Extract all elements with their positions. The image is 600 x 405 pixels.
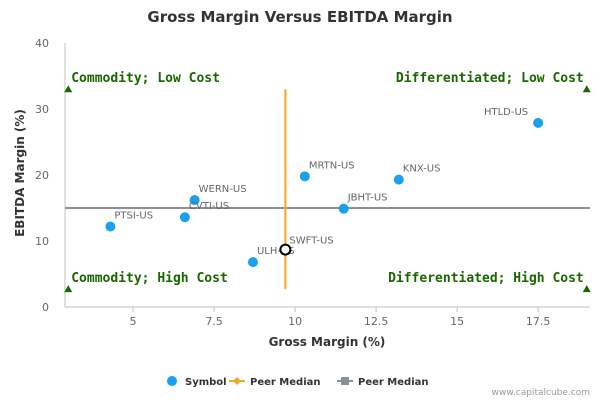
quadrant-label: Commodity; High Cost: [71, 271, 228, 286]
quadrant-triangle-icon: [64, 285, 73, 293]
data-point: [179, 212, 190, 223]
data-point-label: MRTN-US: [309, 160, 355, 171]
y-tick-label: 20: [35, 169, 49, 182]
data-point: [189, 195, 200, 206]
legend-label: Peer Median: [250, 377, 321, 388]
y-tick-label: 30: [35, 103, 49, 116]
y-tick-label: 0: [42, 301, 49, 314]
data-point: [105, 221, 116, 232]
data-point-label: ULH-US: [257, 246, 295, 257]
data-point: [533, 117, 544, 128]
chart-title: Gross Margin Versus EBITDA Margin: [147, 8, 452, 26]
data-point: [338, 203, 349, 214]
highlight-point: [279, 243, 292, 256]
legend: Symbol Peer Median Peer Median: [167, 376, 429, 388]
data-point-label: PTSI-US: [114, 210, 153, 221]
data-point-label: CVTI-US: [189, 201, 229, 212]
quadrant-label: Differentiated; High Cost: [388, 271, 584, 286]
data-point: [299, 171, 310, 182]
y-tick-label: 10: [35, 235, 49, 248]
x-tick-label: 5: [130, 315, 137, 328]
y-axis-title: EBITDA Margin (%): [13, 109, 27, 237]
plot-area: 0 10 20 30 40 5 7.5 10 12.5 15 17.5 Commodity; Low …: [35, 37, 591, 328]
credit-text: www.capitalcube.com: [492, 388, 590, 398]
x-tick-label: 12.5: [364, 315, 389, 328]
x-tick-label: 15: [450, 315, 464, 328]
legend-circle-icon: [167, 376, 177, 386]
legend-label: Symbol: [185, 377, 227, 388]
data-point: [247, 257, 258, 268]
quadrant-label: Differentiated; Low Cost: [396, 71, 584, 86]
data-point-label: KNX-US: [403, 164, 441, 175]
data-point-label: JBHT-US: [347, 193, 388, 204]
data-point-label: WERN-US: [199, 184, 247, 195]
legend-diamond-icon: [233, 377, 241, 385]
x-tick-label: 7.5: [205, 315, 223, 328]
legend-label: Peer Median: [358, 377, 429, 388]
x-tick-label: 17.5: [526, 315, 551, 328]
quadrant-label: Commodity; Low Cost: [71, 71, 220, 86]
y-tick-label: 40: [35, 37, 49, 50]
x-tick-label: 10: [288, 315, 302, 328]
quadrant-triangle-icon: [582, 285, 591, 293]
x-axis-title: Gross Margin (%): [269, 335, 386, 349]
legend-square-icon: [341, 377, 349, 385]
data-point: [393, 174, 404, 185]
quadrant-triangle-icon: [64, 85, 73, 93]
quadrant-triangle-icon: [582, 85, 591, 93]
data-point-label: HTLD-US: [484, 107, 528, 118]
highlight-point-label: SWFT-US: [289, 236, 333, 247]
